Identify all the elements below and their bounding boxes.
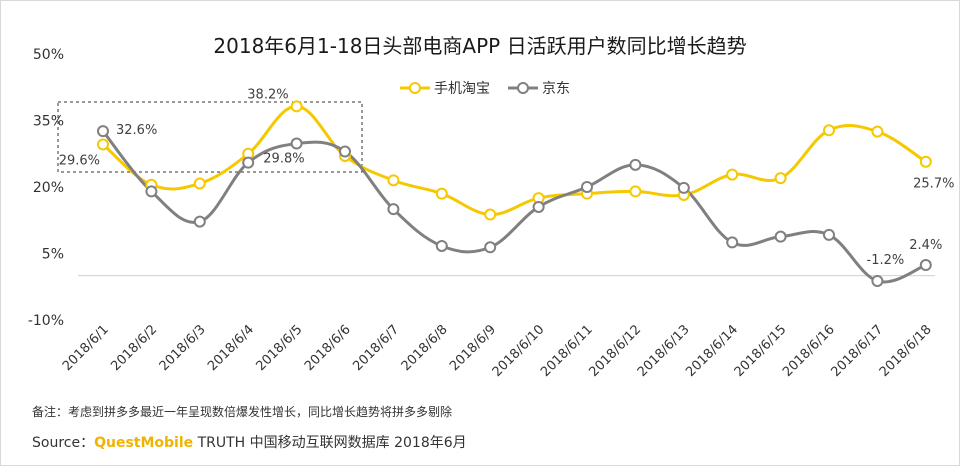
data-point-jd xyxy=(387,203,400,216)
data-label: 25.7% xyxy=(913,177,954,192)
y-tick-label: -10% xyxy=(28,313,64,329)
x-tick-label: 2018/6/4 xyxy=(205,322,257,374)
chart-source: Source：QuestMobile TRUTH 中国移动互联网数据库 2018… xyxy=(32,432,467,452)
legend-marker xyxy=(409,82,421,94)
x-tick-label: 2018/6/2 xyxy=(108,322,160,374)
chart-title: 2018年6月1-18日头部电商APP 日活跃用户数同比增长趋势 xyxy=(213,34,747,58)
legend-marker xyxy=(517,82,529,94)
data-point-taobao xyxy=(823,124,835,137)
source-prefix: Source： xyxy=(32,435,95,451)
data-point-jd xyxy=(677,181,690,194)
data-point-jd xyxy=(435,239,448,252)
data-point-taobao xyxy=(290,100,303,113)
data-point-jd xyxy=(581,181,593,193)
data-point-jd xyxy=(290,137,303,150)
data-label: 32.6% xyxy=(116,123,157,138)
data-label: 29.6% xyxy=(59,153,100,168)
x-tick-label: 2018/6/5 xyxy=(254,322,306,374)
x-tick-label: 2018/6/1 xyxy=(60,322,112,374)
data-point-taobao xyxy=(97,138,109,151)
data-point-taobao xyxy=(919,155,932,168)
data-point-taobao xyxy=(871,125,884,138)
y-tick-label: 5% xyxy=(42,247,64,263)
data-label: 29.8% xyxy=(263,152,304,167)
data-point-jd xyxy=(532,200,545,213)
y-tick-label: 20% xyxy=(33,180,64,196)
data-point-jd xyxy=(919,259,932,272)
data-point-taobao xyxy=(435,187,448,200)
source-suffix: TRUTH 中国移动互联网数据库 2018年6月 xyxy=(193,435,467,451)
chart-note: 备注：考虑到拼多多最近一年呈现数倍爆发性增长，同比增长趋势将拼多多剔除 xyxy=(32,405,453,419)
data-point-taobao xyxy=(629,185,642,198)
data-point-jd xyxy=(774,230,787,243)
legend-label: 手机淘宝 xyxy=(434,81,490,97)
x-tick-label: 2018/6/6 xyxy=(302,322,354,374)
data-point-taobao xyxy=(484,208,497,221)
x-tick-label: 2018/6/8 xyxy=(399,322,451,374)
data-label: 38.2% xyxy=(247,87,288,102)
data-label: 2.4% xyxy=(909,238,942,253)
data-point-taobao xyxy=(726,168,739,181)
y-tick-label: 50% xyxy=(33,47,64,63)
legend-label: 京东 xyxy=(542,81,570,97)
data-point-jd xyxy=(145,185,158,198)
highlight-box xyxy=(57,101,363,173)
data-point-jd xyxy=(97,125,109,138)
data-point-jd xyxy=(339,145,351,158)
data-point-jd xyxy=(871,274,884,287)
x-tick-label: 2018/6/9 xyxy=(447,322,499,374)
data-point-taobao xyxy=(387,174,400,187)
y-tick-label: 35% xyxy=(33,114,64,130)
data-point-jd xyxy=(193,215,206,228)
x-tick-label: 2018/6/7 xyxy=(350,322,402,374)
data-point-jd xyxy=(726,236,739,249)
data-point-taobao xyxy=(774,172,787,185)
x-tick-label: 2018/6/18 xyxy=(877,322,935,380)
series-line-taobao xyxy=(101,104,928,216)
data-point-jd xyxy=(823,228,835,241)
data-point-jd xyxy=(484,241,497,254)
data-point-jd xyxy=(242,156,255,169)
source-brand-logo: QuestMobile xyxy=(94,435,194,451)
data-point-jd xyxy=(629,158,642,171)
data-point-taobao xyxy=(193,177,206,190)
x-tick-label: 2018/6/3 xyxy=(157,322,209,374)
data-label: -1.2% xyxy=(867,253,905,268)
